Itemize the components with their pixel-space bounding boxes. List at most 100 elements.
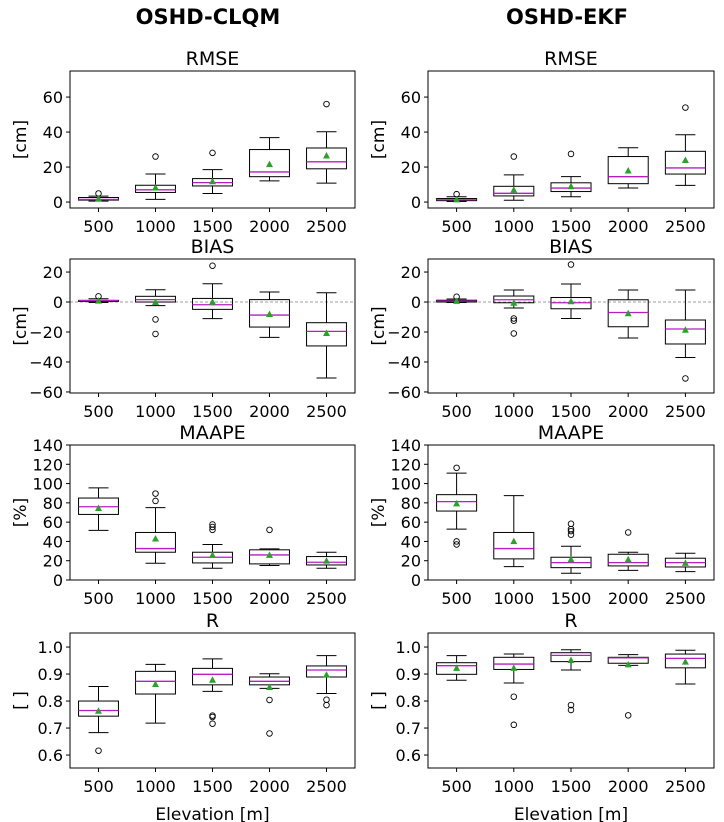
box-iqr (664, 150, 706, 175)
mean-marker (95, 504, 102, 511)
outlier-point (510, 153, 518, 160)
box-500 (436, 293, 478, 304)
box-2000 (607, 289, 649, 339)
x-tick-label: 1500 (551, 777, 592, 796)
y-tick-label: 0 (53, 193, 63, 212)
y-axis-label: [cm] (369, 120, 389, 159)
mean-marker (323, 329, 330, 337)
axes-frame (69, 444, 356, 581)
outlier-point (510, 315, 518, 322)
outlier-point (624, 712, 632, 719)
mean-marker (510, 537, 518, 545)
box-iqr (664, 653, 706, 669)
mean-marker (152, 535, 159, 542)
x-tick-label: 1000 (135, 777, 176, 796)
x-tick-label: 2000 (608, 777, 649, 796)
axes-frame (427, 70, 715, 209)
y-tick-label: 0.8 (396, 692, 421, 711)
mean-marker (152, 298, 159, 306)
box-2000 (607, 147, 649, 189)
x-tick-label: 2500 (306, 402, 347, 421)
y-tick-label: −40 (29, 353, 63, 372)
mean-marker (266, 310, 273, 318)
outlier-point (510, 317, 518, 325)
y-tick-label: 140 (390, 436, 421, 455)
outlier-point (510, 330, 518, 337)
box-1500 (192, 521, 233, 569)
panel-title: MAAPE (538, 422, 604, 444)
mean-marker (453, 297, 461, 304)
mean-marker (323, 557, 330, 564)
box-1000 (135, 289, 176, 338)
outlier-point (453, 464, 460, 472)
y-tick-label: 40 (401, 123, 421, 142)
y-tick-label: 1.0 (38, 638, 63, 657)
outlier-point (152, 153, 159, 160)
outlier-point (510, 693, 518, 700)
mean-marker (266, 551, 273, 558)
y-tick-label: 20 (43, 158, 63, 177)
y-tick-label: 0 (53, 571, 63, 590)
y-tick-label: −40 (387, 353, 421, 372)
x-tick-label: 1500 (551, 217, 592, 236)
box-500 (436, 464, 478, 548)
panel-title: MAAPE (179, 422, 245, 444)
box-iqr (78, 700, 119, 717)
outlier-point (453, 538, 460, 545)
mean-marker (510, 186, 518, 193)
box-1500 (550, 261, 592, 320)
axes-frame (427, 632, 715, 769)
x-tick-label: 2500 (665, 589, 706, 608)
outlier-point (567, 527, 575, 535)
x-tick-label: 500 (441, 402, 472, 421)
box-iqr (664, 319, 706, 345)
mean-marker (453, 195, 461, 203)
y-tick-label: 0.7 (38, 719, 63, 738)
box-2500 (664, 289, 706, 382)
y-tick-label: 1.0 (396, 638, 421, 657)
box-1500 (550, 649, 592, 714)
axes-frame (69, 70, 356, 209)
box-2500 (306, 551, 347, 569)
outlier-point (323, 701, 330, 709)
box-500 (78, 190, 119, 202)
y-axis-label: [ ] (369, 691, 389, 710)
panel-title: R (564, 610, 577, 632)
box-1000 (135, 490, 176, 564)
outlier-point (209, 521, 216, 528)
box-2500 (306, 292, 347, 379)
x-tick-label: 2000 (608, 217, 649, 236)
y-tick-label: 40 (43, 532, 63, 551)
outlier-point (95, 747, 102, 754)
y-tick-label: 0.6 (396, 746, 421, 765)
y-tick-label: 40 (401, 532, 421, 551)
y-tick-label: 0 (411, 193, 421, 212)
x-tick-label: 2000 (249, 402, 290, 421)
box-iqr (249, 299, 290, 328)
y-tick-label: 0.9 (396, 665, 421, 684)
outlier-point (152, 330, 159, 338)
y-axis-label: [cm] (11, 120, 31, 159)
box-500 (436, 655, 478, 681)
box-iqr (249, 549, 290, 565)
y-tick-label: 20 (401, 263, 421, 282)
box-1500 (192, 658, 233, 727)
mean-marker (95, 195, 102, 202)
x-tick-label: 2500 (306, 589, 347, 608)
x-tick-label: 2500 (306, 777, 347, 796)
box-1000 (493, 289, 535, 337)
x-tick-label: 1500 (192, 589, 233, 608)
outlier-point (209, 262, 216, 269)
mean-marker (209, 676, 216, 683)
y-tick-label: 60 (43, 88, 63, 107)
y-tick-label: 80 (43, 494, 63, 513)
box-iqr (135, 670, 176, 695)
x-tick-label: 1000 (135, 217, 176, 236)
x-tick-label: 2500 (665, 402, 706, 421)
x-tick-label: 1000 (493, 777, 534, 796)
y-tick-label: −60 (29, 383, 63, 402)
box-2000 (249, 673, 290, 737)
mean-marker (567, 182, 575, 190)
box-1500 (192, 149, 233, 194)
